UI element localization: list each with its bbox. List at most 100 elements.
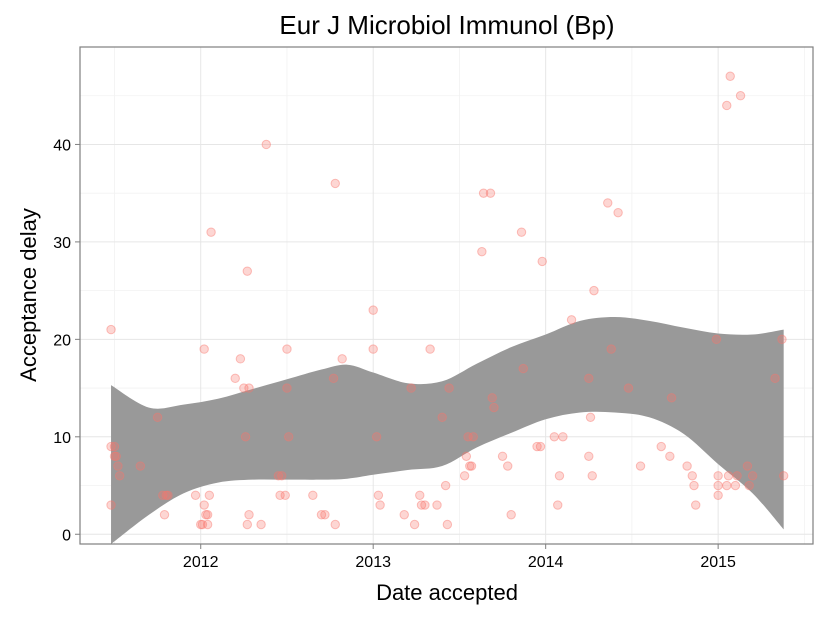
scatter-point [432, 500, 442, 510]
scatter-point [196, 519, 206, 530]
scatter-point [589, 285, 599, 296]
scatter-point [337, 354, 347, 364]
scatter-point [368, 344, 378, 354]
scatter-point [420, 500, 430, 510]
scatter-point [623, 383, 634, 393]
scatter-point [666, 393, 677, 403]
scatter-point [656, 441, 666, 452]
scatter-point [497, 451, 508, 461]
chart-title: Eur J Microbiol Immunol (Bp) [279, 10, 614, 40]
scatter-point [489, 402, 499, 413]
scatter-point [587, 471, 597, 481]
scatter-point [239, 383, 249, 393]
scatter-point [242, 519, 253, 530]
scatter-point [713, 480, 723, 491]
scatter-point [444, 383, 454, 393]
points-group [106, 71, 789, 530]
scatter-point [152, 412, 163, 423]
scatter-point [691, 500, 701, 510]
scatter-point [485, 188, 496, 198]
scatter-point [689, 480, 699, 491]
scatter-point [204, 490, 215, 500]
scatter-point [375, 500, 385, 510]
scatter-point [723, 471, 734, 481]
scatter-point [585, 412, 596, 423]
scatter-point [201, 510, 211, 520]
smooth-band-group [111, 316, 784, 544]
scatter-point [518, 363, 528, 374]
scatter-point [114, 471, 125, 481]
scatter-point [465, 461, 475, 471]
scatter-point [613, 207, 623, 218]
scatter-point [532, 441, 542, 452]
scatter-point [468, 432, 478, 442]
scatter-point [566, 315, 577, 325]
scatter-point [744, 480, 754, 491]
scatter-point [777, 334, 787, 345]
scatter-point [506, 510, 516, 520]
scatter-point [725, 71, 735, 81]
scatter-point [713, 490, 723, 500]
scatter-point [158, 490, 168, 500]
scatter-point [242, 266, 253, 276]
scatter-point [240, 432, 251, 442]
x-tick-label: 2015 [700, 554, 736, 571]
scatter-point [665, 451, 675, 461]
scatter-point [135, 461, 146, 471]
scatter-point [459, 471, 470, 481]
scatter-point [202, 510, 213, 520]
scatter-point [722, 480, 732, 491]
scatter-point [406, 383, 416, 393]
scatter-point [106, 324, 116, 335]
scatter-point [244, 510, 254, 520]
scatter-point [442, 519, 453, 530]
scatter-point [113, 461, 123, 471]
scatter-point [163, 490, 173, 500]
x-tick-label: 2012 [183, 554, 219, 571]
y-tick-label: 40 [53, 137, 71, 154]
scatter-point [516, 227, 527, 237]
scatter-point [308, 490, 318, 500]
scatter-point [328, 373, 339, 384]
scatter-point [742, 461, 753, 471]
scatter-point [603, 198, 613, 208]
scatter-point [730, 480, 741, 491]
scatter-point [275, 490, 285, 500]
scatter-point [244, 383, 254, 393]
scatter-point [202, 519, 213, 530]
scatter-point [409, 519, 420, 530]
scatter-point [199, 500, 209, 510]
scatter-point [159, 510, 170, 520]
scatter-point [461, 451, 472, 461]
smooth-confidence-band [111, 316, 784, 544]
scatter-point [537, 256, 547, 267]
scatter-point [283, 432, 294, 442]
scatter-point [487, 393, 497, 403]
scatter-point [256, 519, 266, 530]
scatter-point [440, 480, 451, 491]
scatter-point [584, 373, 594, 384]
scatter-point [190, 490, 201, 500]
scatter-point [111, 451, 121, 461]
scatter-point [477, 246, 487, 257]
scatter-point [549, 432, 559, 442]
scatter-point [330, 519, 340, 530]
scatter-point [399, 510, 409, 520]
scatter-point [425, 344, 435, 354]
scatter-point [320, 510, 330, 520]
scatter-point [553, 500, 563, 510]
scatter-point [713, 471, 723, 481]
scatter-point [273, 471, 284, 481]
scatter-point [368, 305, 378, 315]
scatter-point [682, 461, 692, 471]
scatter-point [735, 91, 746, 101]
scatter-point [109, 441, 120, 452]
scatter-point [206, 227, 216, 237]
scatter-point [503, 461, 513, 471]
y-tick-label: 30 [53, 235, 71, 252]
scatter-point [478, 188, 489, 198]
scatter-point [463, 432, 473, 442]
scatter-point [235, 354, 246, 364]
scatter-point [330, 178, 340, 189]
scatter-point [371, 432, 382, 442]
